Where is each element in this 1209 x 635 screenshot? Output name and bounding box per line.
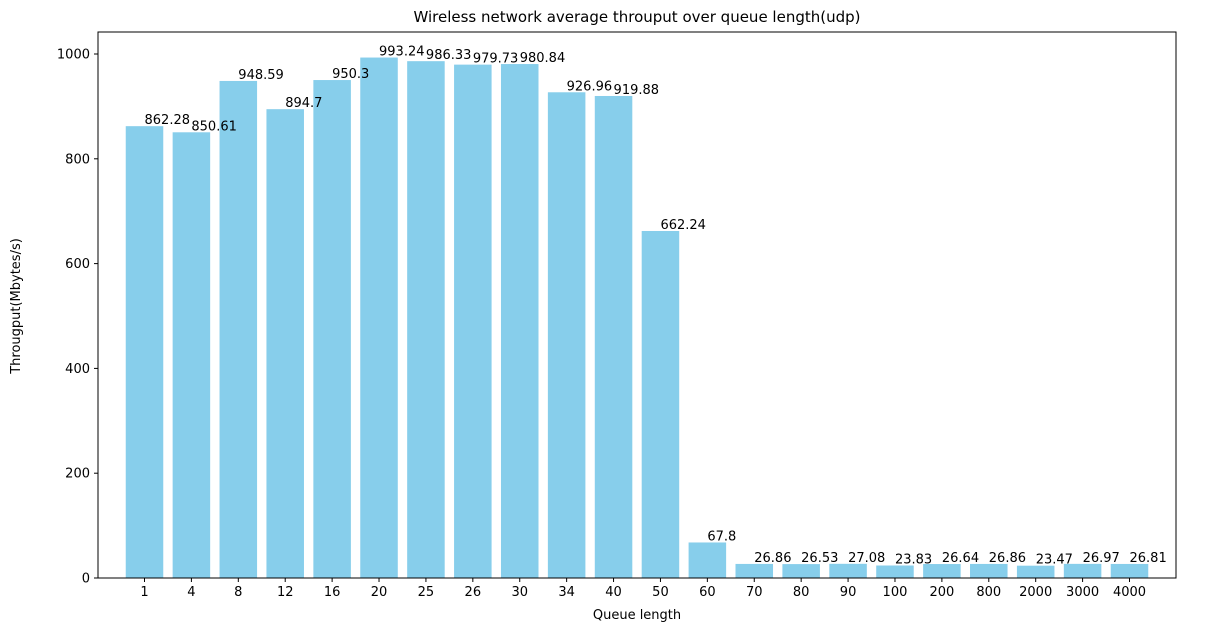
bar-1 — [125, 126, 164, 579]
y-tick-label-1000: 1000 — [57, 48, 90, 63]
y-axis-label: Througput(Mbytes/s) — [9, 238, 24, 375]
value-label-3000: 26.97 — [1083, 551, 1120, 566]
value-label-8: 948.59 — [238, 68, 284, 83]
value-label-4: 850.61 — [191, 119, 237, 134]
value-label-34: 926.96 — [567, 79, 613, 94]
bar-4000 — [1110, 563, 1149, 578]
x-tick-label-200: 200 — [929, 585, 954, 600]
x-axis-label: Queue length — [593, 608, 681, 623]
x-tick-label-20: 20 — [371, 585, 388, 600]
value-label-60: 67.8 — [707, 529, 736, 544]
x-tick-label-30: 30 — [511, 585, 528, 600]
x-tick-label-4: 4 — [187, 585, 195, 600]
x-tick-label-100: 100 — [883, 585, 908, 600]
bar-80 — [782, 564, 820, 578]
bar-4 — [172, 132, 211, 579]
x-tick-label-800: 800 — [976, 585, 1001, 600]
x-tick-label-16: 16 — [324, 585, 341, 600]
bar-12 — [266, 109, 304, 579]
bar-20 — [360, 57, 398, 579]
x-tick-label-60: 60 — [699, 585, 716, 600]
value-label-80: 26.53 — [801, 551, 838, 566]
bar-26 — [454, 64, 492, 578]
bar-200 — [923, 564, 961, 578]
y-axis-ticks: 0 200 400 600 800 1000 — [57, 48, 98, 587]
value-label-2000: 23.47 — [1036, 553, 1073, 568]
x-tick-label-50: 50 — [652, 585, 669, 600]
x-tick-label-26: 26 — [465, 585, 482, 600]
value-label-26: 979.73 — [473, 52, 518, 67]
x-tick-label-34: 34 — [558, 585, 575, 600]
bar-90 — [829, 563, 867, 578]
y-tick-label-200: 200 — [65, 467, 90, 482]
bar-34 — [547, 92, 586, 578]
value-label-20: 993.24 — [379, 45, 425, 60]
x-tick-label-2000: 2000 — [1019, 585, 1052, 600]
x-tick-label-12: 12 — [277, 585, 294, 600]
y-tick-label-0: 0 — [82, 572, 90, 587]
x-tick-label-80: 80 — [793, 585, 810, 600]
x-tick-label-40: 40 — [605, 585, 622, 600]
bar-60 — [688, 542, 727, 578]
x-axis-ticks: 1 4 8 12 16 20 25 26 30 34 40 50 60 70 80 90 100 200 800 20… — [140, 578, 1146, 600]
value-label-40: 919.88 — [614, 83, 660, 98]
chart-title: Wireless network average throuput over q… — [413, 8, 860, 26]
value-label-70: 26.86 — [754, 551, 791, 566]
bar-30 — [500, 64, 539, 579]
bar-3000 — [1063, 563, 1102, 578]
bar-40 — [594, 95, 633, 579]
x-tick-label-70: 70 — [746, 585, 763, 600]
x-tick-label-25: 25 — [418, 585, 435, 600]
value-label-800: 26.86 — [989, 551, 1026, 566]
x-tick-label-3000: 3000 — [1066, 585, 1099, 600]
value-label-200: 26.64 — [942, 551, 979, 566]
bar-25 — [407, 61, 445, 579]
value-label-100: 23.83 — [895, 553, 932, 568]
value-label-16: 950.3 — [332, 67, 369, 82]
value-label-50: 662.24 — [660, 218, 706, 233]
x-tick-label-90: 90 — [840, 585, 857, 600]
y-tick-label-600: 600 — [65, 257, 90, 272]
y-tick-label-400: 400 — [65, 362, 90, 377]
bar-800 — [970, 563, 1008, 578]
x-tick-label-4000: 4000 — [1113, 585, 1146, 600]
plot-frame — [97, 31, 1177, 579]
y-tick-label-800: 800 — [65, 152, 90, 167]
bar-16 — [313, 80, 351, 579]
value-label-1: 862.28 — [145, 113, 191, 128]
bar-2000 — [1016, 565, 1055, 578]
x-tick-label-1: 1 — [140, 585, 148, 600]
value-label-30: 980.84 — [520, 51, 566, 66]
x-tick-label-8: 8 — [234, 585, 242, 600]
value-label-90: 27.08 — [848, 551, 885, 566]
value-label-4000: 26.81 — [1130, 551, 1167, 566]
value-label-25: 986.33 — [426, 48, 472, 63]
bar-50 — [641, 230, 680, 579]
bar-100 — [876, 565, 914, 578]
bars — [125, 57, 1149, 579]
bar-8 — [219, 80, 258, 578]
value-label-12: 894.7 — [285, 96, 322, 111]
bar-70 — [735, 563, 774, 578]
